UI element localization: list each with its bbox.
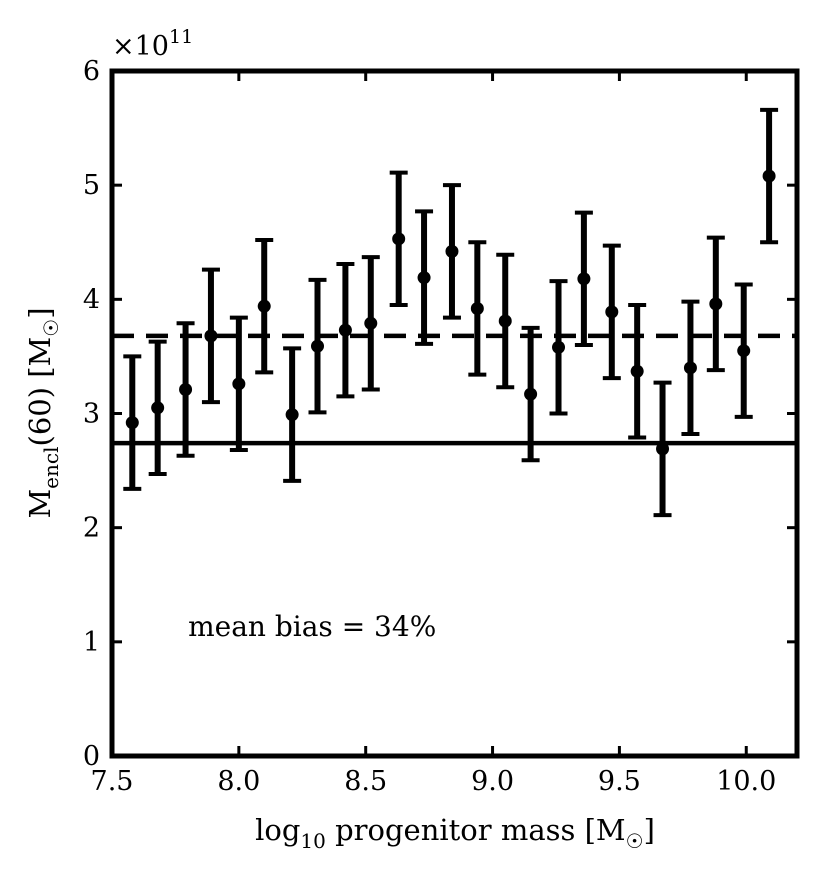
x-tick-label: 10.0 xyxy=(716,766,776,797)
data-point xyxy=(605,305,619,319)
y-scale-multiplier: ×1011 xyxy=(112,26,193,62)
data-point xyxy=(683,361,697,375)
plot-frame xyxy=(109,68,800,759)
mean-bias-annotation: mean bias = 34% xyxy=(188,610,436,643)
data-point xyxy=(232,377,246,391)
x-tick-label: 8.5 xyxy=(344,766,387,797)
y-tick-label: 1 xyxy=(83,627,100,658)
y-tick-label: 0 xyxy=(83,741,100,772)
x-axis-label: log10 progenitor mass [M☉] xyxy=(255,813,655,853)
x-tick-label: 7.5 xyxy=(91,766,134,797)
data-point xyxy=(257,299,271,313)
data-point xyxy=(552,340,566,354)
data-point xyxy=(204,329,218,343)
data-point xyxy=(470,301,484,315)
data-point xyxy=(125,416,139,430)
y-tick-label: 6 xyxy=(83,56,100,87)
data-point xyxy=(656,442,670,456)
data-point xyxy=(364,316,378,330)
y-axis-label: Mencl(60) [M☉] xyxy=(23,307,63,518)
y-tick-label: 2 xyxy=(83,513,100,544)
y-tick-label: 3 xyxy=(83,399,100,430)
y-tick-label: 5 xyxy=(83,170,100,201)
data-point xyxy=(338,323,352,337)
data-point xyxy=(577,272,591,286)
data-point xyxy=(417,271,431,285)
data-point xyxy=(311,339,324,353)
x-tick-label: 9.0 xyxy=(471,766,514,797)
data-point xyxy=(392,232,406,246)
data-point xyxy=(524,387,538,401)
y-tick-label: 4 xyxy=(83,284,100,315)
data-point xyxy=(285,408,299,422)
data-point xyxy=(498,314,512,328)
data-point xyxy=(151,401,165,415)
x-tick-label: 9.5 xyxy=(598,766,641,797)
data-point xyxy=(179,383,193,397)
x-tick-label: 8.0 xyxy=(217,766,260,797)
data-point xyxy=(709,297,723,311)
data-point xyxy=(737,344,751,358)
data-point xyxy=(445,244,459,258)
data-point xyxy=(630,364,644,378)
data-point xyxy=(762,169,776,183)
